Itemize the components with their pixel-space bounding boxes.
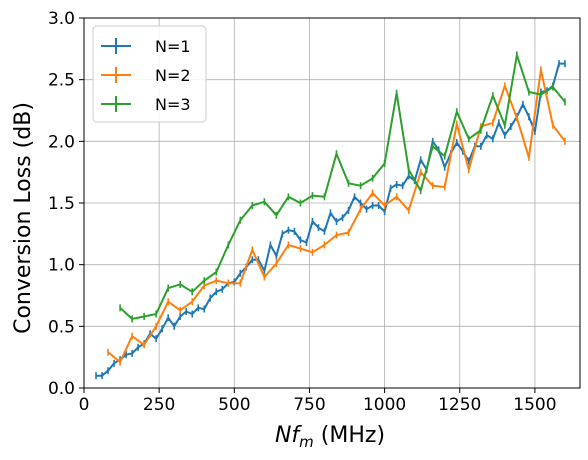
y-tick-label: 2.5 — [48, 71, 75, 91]
x-axis-label-main: Nf — [275, 423, 302, 448]
y-axis-label: Conversion Loss (dB) — [11, 102, 36, 334]
x-tick-label: 1500 — [513, 395, 556, 415]
series-layer — [95, 51, 566, 380]
x-tick-label: 250 — [143, 395, 175, 415]
axis-ticks: 0 250 500 750 1000 1250 1500 0.0 0.5 1.0 1.5 2.0 2.5… — [48, 9, 557, 415]
x-axis-label-sub: m — [299, 433, 314, 451]
y-tick-label: 0.5 — [48, 317, 75, 337]
y-tick-label: 1.5 — [48, 194, 75, 214]
series-3 — [119, 51, 566, 323]
legend-label: N=2 — [155, 66, 191, 85]
legend-label: N=3 — [155, 95, 191, 114]
legend-item: N=1 — [101, 37, 191, 56]
x-axis-label-unit: (MHz) — [314, 423, 385, 448]
series-line — [119, 54, 566, 320]
x-tick-label: 0 — [79, 395, 90, 415]
legend-item: N=3 — [101, 95, 191, 114]
legend: N=1 N=2 N=3 — [92, 25, 207, 123]
legend-label: N=1 — [155, 37, 191, 56]
x-tick-label: 750 — [293, 395, 325, 415]
legend-box — [92, 25, 207, 123]
y-tick-label: 0.0 — [48, 379, 75, 399]
y-tick-label: 1.0 — [48, 256, 75, 276]
legend-item: N=2 — [101, 66, 191, 85]
y-tick-label: 2.0 — [48, 132, 75, 152]
x-axis-label: Nfm (MHz) — [275, 423, 385, 451]
x-tick-label: 1000 — [363, 395, 406, 415]
x-tick-label: 500 — [218, 395, 250, 415]
x-tick-label: 1250 — [438, 395, 481, 415]
y-tick-label: 3.0 — [48, 9, 75, 29]
